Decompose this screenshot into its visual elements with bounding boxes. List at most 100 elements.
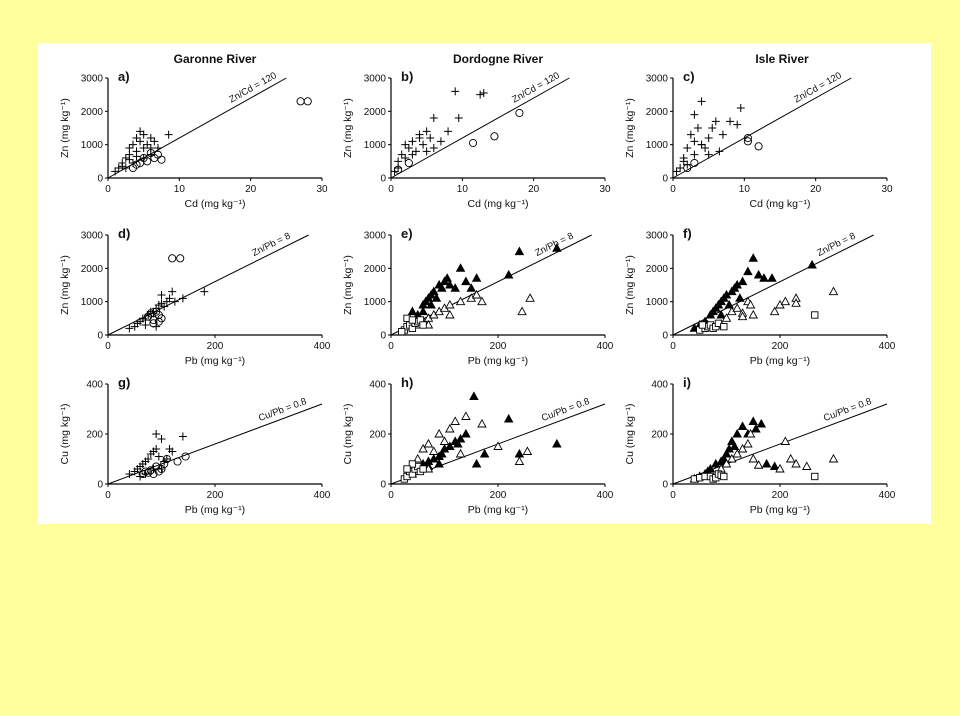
data-point-triangle-open [791,298,801,307]
y-tick-label: 0 [662,331,668,342]
data-point-plus [128,140,137,149]
y-tick-label: 3000 [81,74,104,85]
figure-panel: Garonne River Dordogne River Isle River … [38,43,931,524]
data-point-circle [154,317,163,326]
chart-i: 0 200 400 0 200 400 Pb (mg kg⁻¹) Cu (mg kg⁻¹) i)… [624,375,896,516]
y-axis-label: Cu (mg kg⁻¹) [342,404,354,465]
data-point-circle [149,315,158,325]
data-point-triangle-filled [442,273,452,282]
data-point-plus [157,435,166,443]
data-point-triangle-filled [461,276,471,286]
data-point-plus [415,130,424,139]
data-point-plus [736,104,745,112]
ratio-line-label: Cu/Pb = 0.8 [822,396,873,424]
data-point-circle [296,97,305,106]
data-point-triangle-open [769,306,780,316]
y-tick-label: 200 [651,430,668,441]
data-point-circle [181,452,190,461]
data-point-triangle-open [743,438,753,448]
y-tick-label: 3000 [646,74,669,85]
y-tick-label: 2000 [81,107,104,118]
column-title-garonne: Garonne River [174,52,257,66]
data-point-plus [422,127,431,136]
data-point-triangle-filled [735,293,745,302]
panel-label: f) [683,226,692,241]
ratio-line-label: Cu/Pb = 0.8 [540,396,591,424]
data-point-triangle-open [753,460,764,469]
column-title-dordogne: Dordogne River [453,52,543,66]
data-point-plus [708,124,717,132]
chart-c: 0 10 20 30 0 1000 2000 3000 Cd (mg kg⁻¹) Zn (mg k… [624,69,893,210]
data-point-triangle-filled [737,421,748,430]
y-tick-label: 2000 [646,107,669,118]
data-point-circle [394,165,403,174]
x-tick-label: 400 [597,341,614,352]
data-point-plus [726,117,735,126]
data-point-triangle-open [434,428,444,438]
data-point-plus [436,137,445,146]
x-tick-label: 200 [490,490,507,501]
x-tick-label: 400 [314,490,331,501]
column-title-isle: Isle River [755,52,809,66]
data-point-triangle-open [801,461,812,470]
x-tick-label: 0 [670,490,676,501]
data-point-plus [704,134,713,142]
x-tick-label: 400 [879,490,896,501]
data-point-plus [143,140,152,149]
x-tick-label: 0 [388,490,394,501]
x-tick-label: 10 [174,184,186,195]
y-axis-label: Zn (mg kg⁻¹) [624,255,636,315]
data-point-plus [121,164,130,172]
data-point-plus [154,452,163,461]
data-point-circle [690,158,699,168]
data-point-plus [697,97,706,106]
data-point-plus [139,144,148,152]
data-point-triangle-open [785,453,796,463]
data-point-circle [176,254,185,263]
y-tick-label: 3000 [81,231,104,242]
x-tick-label: 0 [105,490,111,501]
data-point-plus [152,445,161,453]
x-tick-label: 400 [597,490,614,501]
data-point-triangle-filled [461,428,471,438]
x-axis-label: Cd (mg kg⁻¹) [468,198,529,210]
data-point-circle [154,467,163,476]
data-point-triangle-open [477,418,487,428]
x-axis-label: Pb (mg kg⁻¹) [468,504,528,516]
panel-label: g) [118,375,130,390]
data-point-square-open [720,472,728,481]
data-point-plus [132,152,141,161]
data-point-square-open [419,321,427,329]
data-point-circle [515,108,524,118]
data-point-triangle-open [732,448,742,458]
data-point-triangle-open [828,453,839,463]
y-tick-label: 400 [369,380,386,391]
data-point-plus [426,134,435,142]
y-tick-label: 0 [97,480,103,491]
data-point-triangle-filled [737,276,748,286]
data-point-triangle-filled [437,448,447,458]
ratio-line [390,77,570,179]
data-point-triangle-open [780,436,791,445]
x-tick-label: 0 [105,184,111,195]
data-point-triangle-open [455,296,466,306]
x-tick-label: 30 [599,184,611,195]
data-point-triangle-open [412,453,423,463]
y-axis-label: Cu (mg kg⁻¹) [624,404,636,465]
data-point-circle [136,158,145,168]
data-point-triangle-open [477,296,487,306]
data-point-triangle-filled [455,433,466,443]
data-point-plus [141,321,150,329]
y-tick-label: 0 [380,480,386,491]
data-point-plus [397,150,406,159]
y-axis-label: Zn (mg kg⁻¹) [624,98,636,158]
data-point-circle [149,469,158,479]
x-tick-label: 20 [810,184,822,195]
x-tick-label: 0 [388,184,394,195]
x-tick-label: 30 [316,184,328,195]
x-tick-label: 200 [490,341,507,352]
data-point-circle [173,457,182,466]
data-point-plus [136,137,145,146]
y-tick-label: 2000 [646,264,669,275]
data-point-triangle-open [525,293,535,302]
